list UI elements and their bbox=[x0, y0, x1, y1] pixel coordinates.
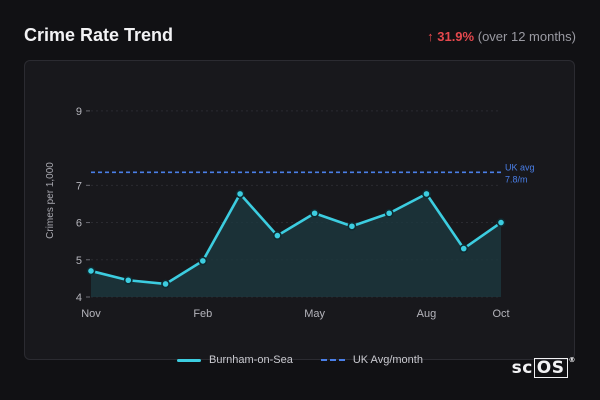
series-area bbox=[91, 193, 501, 297]
series-line bbox=[90, 192, 502, 286]
data-point[interactable] bbox=[272, 231, 282, 240]
up-arrow-icon: ↑ bbox=[427, 29, 434, 44]
legend-item-reference[interactable]: UK Avg/month bbox=[320, 354, 423, 366]
data-point[interactable] bbox=[198, 256, 208, 266]
data-point[interactable] bbox=[123, 275, 133, 285]
legend-item-series[interactable]: Burnham-on-Sea bbox=[177, 354, 293, 366]
x-tick-label: May bbox=[304, 308, 325, 320]
data-point[interactable] bbox=[422, 189, 431, 199]
logo-registered-mark: ® bbox=[568, 356, 576, 364]
legend-swatch-series bbox=[177, 358, 202, 362]
change-note: (over 12 months) bbox=[477, 29, 576, 44]
logo-text: sc bbox=[511, 358, 533, 378]
y-axis-label: Crimes per 1,000 bbox=[45, 162, 56, 239]
chart-title: Crime Rate Trend bbox=[24, 25, 174, 45]
reference-value-label: 7.8/m bbox=[505, 174, 528, 184]
x-tick-label: Feb bbox=[193, 308, 212, 320]
data-point[interactable] bbox=[86, 266, 96, 276]
x-tick-label: Nov bbox=[81, 308, 101, 320]
data-point[interactable] bbox=[496, 218, 506, 227]
y-tick-label: 9 bbox=[76, 106, 82, 118]
y-tick-label: 4 bbox=[76, 292, 82, 304]
y-tick-label: 7 bbox=[76, 180, 82, 192]
legend-label-series: Burnham-on-Sea bbox=[209, 354, 293, 366]
y-tick-label: 6 bbox=[76, 218, 82, 230]
y-tick-label: 5 bbox=[76, 255, 82, 267]
chart-legend: Burnham-on-Sea UK Avg/month bbox=[0, 354, 600, 366]
data-point[interactable] bbox=[310, 208, 320, 218]
data-point[interactable] bbox=[384, 208, 394, 218]
logo-boxed-text: OS bbox=[533, 358, 568, 378]
brand-logo: sc OS ® bbox=[511, 356, 576, 378]
data-point[interactable] bbox=[161, 279, 170, 289]
data-point[interactable] bbox=[235, 189, 245, 199]
change-percent: 31.9% bbox=[437, 29, 475, 44]
x-tick-label: Oct bbox=[492, 308, 509, 320]
reference-label: UK avg bbox=[505, 162, 535, 172]
data-point[interactable] bbox=[347, 221, 357, 231]
change-indicator: ↑ 31.9% (over 12 months) bbox=[427, 29, 576, 44]
data-point[interactable] bbox=[459, 244, 469, 254]
legend-label-reference: UK Avg/month bbox=[352, 354, 423, 366]
chart-card bbox=[24, 60, 575, 360]
x-tick-label: Aug bbox=[417, 308, 437, 320]
legend-swatch-reference bbox=[320, 359, 345, 361]
